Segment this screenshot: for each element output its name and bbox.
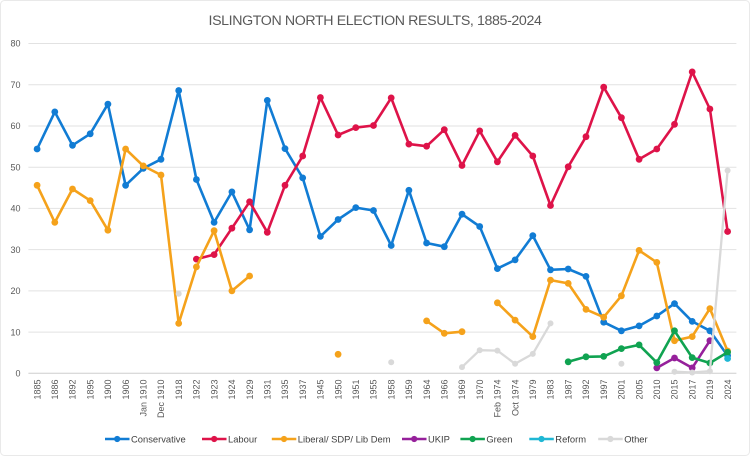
svg-text:1886: 1886 <box>50 380 60 400</box>
svg-text:1924: 1924 <box>227 380 237 400</box>
svg-text:1937: 1937 <box>298 380 308 400</box>
svg-text:50: 50 <box>10 162 20 172</box>
svg-text:Reform: Reform <box>555 433 586 444</box>
svg-text:70: 70 <box>10 80 20 90</box>
svg-text:ISLINGTON NORTH ELECTION RESUL: ISLINGTON NORTH ELECTION RESULTS, 1885-2… <box>209 13 542 29</box>
svg-text:1987: 1987 <box>564 380 574 400</box>
svg-text:2019: 2019 <box>705 380 715 400</box>
svg-text:1951: 1951 <box>351 380 361 400</box>
svg-text:1895: 1895 <box>85 380 95 400</box>
svg-text:80: 80 <box>10 39 20 49</box>
svg-text:Conservative: Conservative <box>131 433 186 444</box>
svg-text:30: 30 <box>10 245 20 255</box>
svg-text:1969: 1969 <box>457 380 467 400</box>
svg-text:Jan 1910: Jan 1910 <box>139 380 149 417</box>
svg-text:60: 60 <box>10 121 20 131</box>
svg-text:Labour: Labour <box>228 433 257 444</box>
svg-text:Liberal/ SDP/ Lib Dem: Liberal/ SDP/ Lib Dem <box>298 433 391 444</box>
svg-text:2010: 2010 <box>652 380 662 400</box>
svg-text:1966: 1966 <box>440 380 450 400</box>
svg-text:Green: Green <box>486 433 512 444</box>
svg-text:20: 20 <box>10 286 20 296</box>
svg-text:2015: 2015 <box>670 380 680 400</box>
svg-text:1935: 1935 <box>280 380 290 400</box>
svg-text:Other: Other <box>624 433 647 444</box>
svg-text:1923: 1923 <box>209 380 219 400</box>
svg-text:1918: 1918 <box>174 380 184 400</box>
svg-text:40: 40 <box>10 204 20 214</box>
svg-text:1955: 1955 <box>369 380 379 400</box>
svg-text:1997: 1997 <box>599 380 609 400</box>
svg-text:1931: 1931 <box>263 380 273 400</box>
svg-text:1959: 1959 <box>404 380 414 400</box>
svg-text:10: 10 <box>10 327 20 337</box>
svg-text:1964: 1964 <box>422 380 432 400</box>
svg-text:2005: 2005 <box>634 380 644 400</box>
svg-text:1992: 1992 <box>581 380 591 400</box>
svg-text:1885: 1885 <box>32 380 42 400</box>
svg-text:0: 0 <box>15 369 20 379</box>
svg-text:1958: 1958 <box>386 380 396 400</box>
svg-text:UKIP: UKIP <box>428 433 450 444</box>
svg-text:1900: 1900 <box>103 380 113 400</box>
svg-text:1970: 1970 <box>475 380 485 400</box>
svg-text:1906: 1906 <box>121 380 131 400</box>
svg-text:1983: 1983 <box>546 380 556 400</box>
svg-text:1950: 1950 <box>333 380 343 400</box>
svg-text:Dec 1910: Dec 1910 <box>156 380 166 419</box>
svg-text:2017: 2017 <box>687 380 697 400</box>
svg-text:1979: 1979 <box>528 380 538 400</box>
svg-text:1929: 1929 <box>245 380 255 400</box>
svg-text:Feb 1974: Feb 1974 <box>493 380 503 418</box>
svg-text:1892: 1892 <box>68 380 78 400</box>
svg-text:2001: 2001 <box>617 380 627 400</box>
svg-text:Oct 1974: Oct 1974 <box>510 380 520 417</box>
svg-text:1945: 1945 <box>316 380 326 400</box>
svg-text:2024: 2024 <box>723 380 733 400</box>
svg-text:1922: 1922 <box>192 380 202 400</box>
